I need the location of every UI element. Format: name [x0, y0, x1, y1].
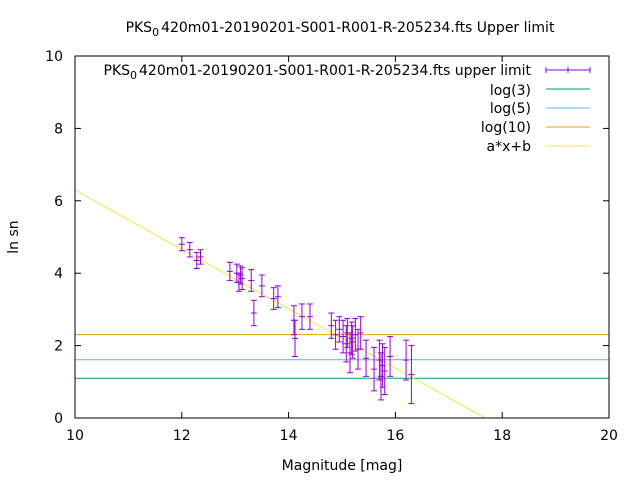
data-point-21 — [340, 319, 347, 354]
plot-area: 10 12 14 16 18 20 0 2 4 6 8 10 — [45, 49, 618, 444]
data-point-0 — [178, 237, 185, 252]
data-point-31 — [371, 346, 378, 392]
legend-label-log5: log(5) — [490, 101, 531, 117]
legend-label-points: PKS0 420m01-20190201-S001-R001-R-205234.f… — [104, 63, 532, 82]
data-point-22 — [343, 325, 350, 363]
data-point-32 — [376, 339, 383, 381]
y-tick-label: 8 — [54, 121, 63, 137]
legend-sample-points — [545, 67, 591, 73]
data-point-20 — [336, 316, 343, 343]
data-point-26 — [349, 325, 356, 359]
chart-title: PKS0 420m01-20190201-S001-R001-R-205234.f… — [126, 20, 555, 39]
x-tick-label: 18 — [493, 428, 511, 444]
data-point-3 — [197, 249, 204, 265]
x-tick-label: 10 — [66, 428, 84, 444]
plot-frame — [74, 55, 610, 419]
data-point-13 — [274, 285, 281, 309]
x-tick-label: 16 — [386, 428, 404, 444]
data-point-29 — [357, 316, 364, 350]
data-point-4 — [226, 261, 233, 281]
data-point-30 — [363, 339, 370, 377]
fit-line — [75, 189, 487, 418]
data-point-35 — [381, 346, 388, 395]
y-tick-label: 6 — [54, 194, 63, 210]
data-point-10 — [250, 299, 257, 327]
legend-label-fit: a*x+b — [487, 139, 532, 155]
x-tick-label: 12 — [173, 428, 191, 444]
y-tick-label: 2 — [54, 339, 63, 355]
x-tick-label: 20 — [600, 428, 618, 444]
data-point-18 — [328, 312, 335, 339]
data-point-9 — [248, 269, 255, 292]
y-axis-label: ln sn — [6, 220, 22, 253]
legend: PKS0 420m01-20190201-S001-R001-R-205234.f… — [104, 63, 591, 155]
data-point-8 — [239, 267, 246, 290]
data-point-27 — [352, 317, 359, 352]
x-axis-label: Magnitude [mag] — [282, 458, 403, 474]
x-tick-label: 14 — [280, 428, 298, 444]
legend-label-log10: log(10) — [481, 120, 531, 136]
data-point-2 — [193, 252, 200, 269]
y-tick-label: 0 — [54, 411, 63, 427]
data-point-11 — [258, 274, 265, 298]
data-point-17 — [306, 303, 313, 330]
y-tick-label: 10 — [45, 49, 63, 65]
data-point-25 — [348, 321, 355, 356]
data-point-38 — [408, 345, 415, 405]
y-tick-label: 4 — [54, 266, 63, 282]
data-point-1 — [186, 241, 193, 258]
data-point-37 — [403, 339, 410, 381]
chart-title-subscript: 0 — [152, 26, 159, 39]
data-point-15 — [292, 319, 299, 357]
data-point-19 — [332, 319, 339, 350]
legend-label-log3: log(3) — [490, 83, 531, 99]
data-point-12 — [270, 287, 277, 310]
data-point-36 — [387, 336, 394, 377]
data-point-16 — [298, 303, 305, 330]
